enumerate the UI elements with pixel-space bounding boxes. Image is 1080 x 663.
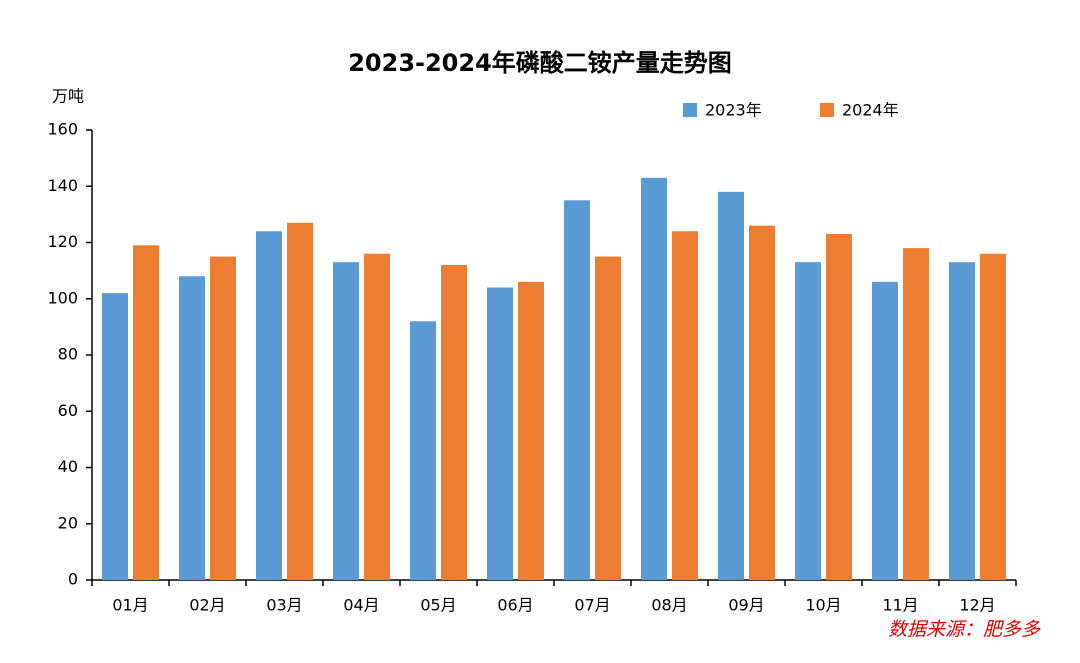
bar [564,200,590,580]
x-tick-label: 02月 [189,596,225,615]
y-tick-label: 0 [68,570,78,589]
y-tick-label: 20 [58,513,78,532]
chart-title: 2023-2024年磷酸二铵产量走势图 [348,49,732,77]
x-tick-label: 11月 [882,596,918,615]
y-tick-label: 40 [58,457,78,476]
bar [749,225,775,580]
bar [102,293,128,580]
x-tick-label: 01月 [112,596,148,615]
bar [256,231,282,580]
bar [718,191,744,580]
x-tick-label: 07月 [574,596,610,615]
x-tick-label: 12月 [959,596,995,615]
bar [441,265,467,580]
y-tick-label: 160 [47,120,78,139]
y-tick-label: 60 [58,401,78,420]
source-note: 数据来源：肥多多 [888,619,1041,641]
bar [949,262,975,580]
bar [210,256,236,580]
bar [980,253,1006,580]
y-tick-label: 120 [47,232,78,251]
bar [333,262,359,580]
bar [872,281,898,580]
x-tick-label: 10月 [805,596,841,615]
bar [179,276,205,580]
y-tick-label: 100 [47,288,78,307]
bar [364,253,390,580]
x-tick-label: 05月 [420,596,456,615]
bar [595,256,621,580]
bar [641,177,667,580]
bar [903,248,929,580]
legend-label: 2024年 [842,101,899,120]
bar [287,222,313,580]
y-axis-label: 万吨 [52,87,84,106]
bar [133,245,159,580]
bar [518,281,544,580]
x-tick-label: 08月 [651,596,687,615]
x-tick-label: 03月 [266,596,302,615]
bar [826,234,852,580]
x-tick-label: 06月 [497,596,533,615]
legend-swatch [820,103,834,117]
x-tick-label: 09月 [728,596,764,615]
x-tick-label: 04月 [343,596,379,615]
y-tick-label: 140 [47,176,78,195]
bar [487,287,513,580]
bar [410,321,436,580]
legend-swatch [683,103,697,117]
bar [672,231,698,580]
bar [795,262,821,580]
y-tick-label: 80 [58,345,78,364]
legend-label: 2023年 [705,101,762,120]
